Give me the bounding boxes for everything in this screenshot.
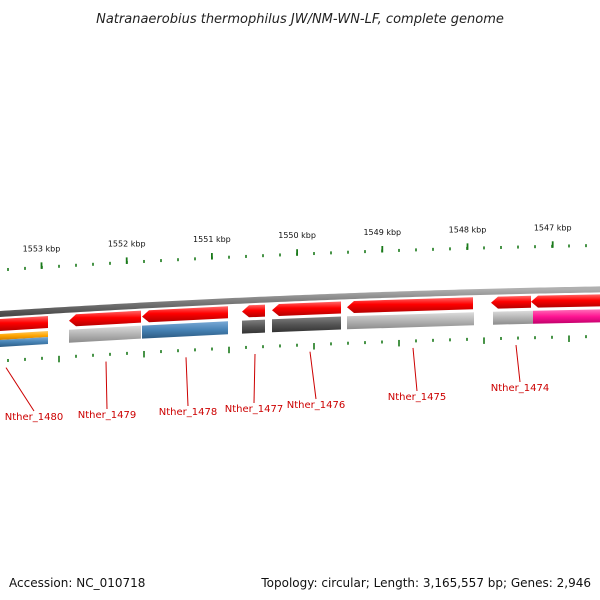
gene-label: Nther_1474 <box>491 383 549 394</box>
gene-feature <box>533 309 600 324</box>
gene-leader-line <box>309 351 317 400</box>
gene-label: Nther_1477 <box>225 404 283 415</box>
gene-feature <box>0 331 48 340</box>
cds-feature <box>272 301 341 316</box>
gene-leader-line <box>185 357 189 407</box>
ruler-kbp-label: 1552 kbp <box>108 239 146 248</box>
ruler-kbp-label: 1547 kbp <box>534 223 572 232</box>
gene-feature <box>0 337 48 347</box>
ruler: 1553 kbp 1552 kbp 1551 kbp 1550 kbp 1549 kbp… <box>7 223 587 271</box>
ruler-kbp-label: 1550 kbp <box>278 231 316 240</box>
features <box>0 294 600 347</box>
cds-feature <box>142 306 228 323</box>
gene-leader-line <box>5 367 35 412</box>
gene-leader-line <box>412 347 418 392</box>
gene-feature <box>493 310 533 325</box>
gene-feature <box>347 312 474 330</box>
gene-label: Nther_1480 <box>5 412 63 423</box>
accession-text: Accession: NC_010718 <box>9 576 145 590</box>
cds-feature <box>0 316 48 331</box>
gene-labels: Nther_1480 Nther_1479 Nther_1478 Nther_1477… <box>5 345 549 423</box>
cds-feature <box>242 304 265 318</box>
ruler-kbp-label: 1553 kbp <box>23 244 61 253</box>
backbone <box>0 286 600 318</box>
gene-feature <box>69 325 141 343</box>
gene-feature <box>142 321 228 339</box>
gene-feature <box>272 316 341 333</box>
ruler-kbp-label: 1549 kbp <box>363 228 401 237</box>
cds-feature <box>531 294 600 308</box>
gene-leader-line <box>105 361 108 410</box>
ruler-kbp-label: 1551 kbp <box>193 235 231 244</box>
lower-ticks <box>7 335 587 363</box>
gene-feature <box>242 319 265 334</box>
gene-label: Nther_1475 <box>388 392 446 403</box>
cds-feature <box>491 295 531 309</box>
ruler-kbp-label: 1548 kbp <box>449 225 487 234</box>
gene-leader-line <box>253 354 256 404</box>
gene-label: Nther_1479 <box>78 410 136 421</box>
map-title: Natranaerobius thermophilus JW/NM-WN-LF,… <box>96 12 504 27</box>
genome-summary-text: Topology: circular; Length: 3,165,557 bp… <box>260 576 591 590</box>
gene-leader-line <box>515 345 521 383</box>
gene-label: Nther_1476 <box>287 400 345 411</box>
gene-label: Nther_1478 <box>159 407 217 418</box>
cds-feature <box>69 310 141 327</box>
cds-feature <box>347 297 473 313</box>
